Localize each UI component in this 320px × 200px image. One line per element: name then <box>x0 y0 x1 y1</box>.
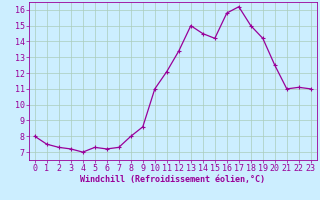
X-axis label: Windchill (Refroidissement éolien,°C): Windchill (Refroidissement éolien,°C) <box>80 175 265 184</box>
